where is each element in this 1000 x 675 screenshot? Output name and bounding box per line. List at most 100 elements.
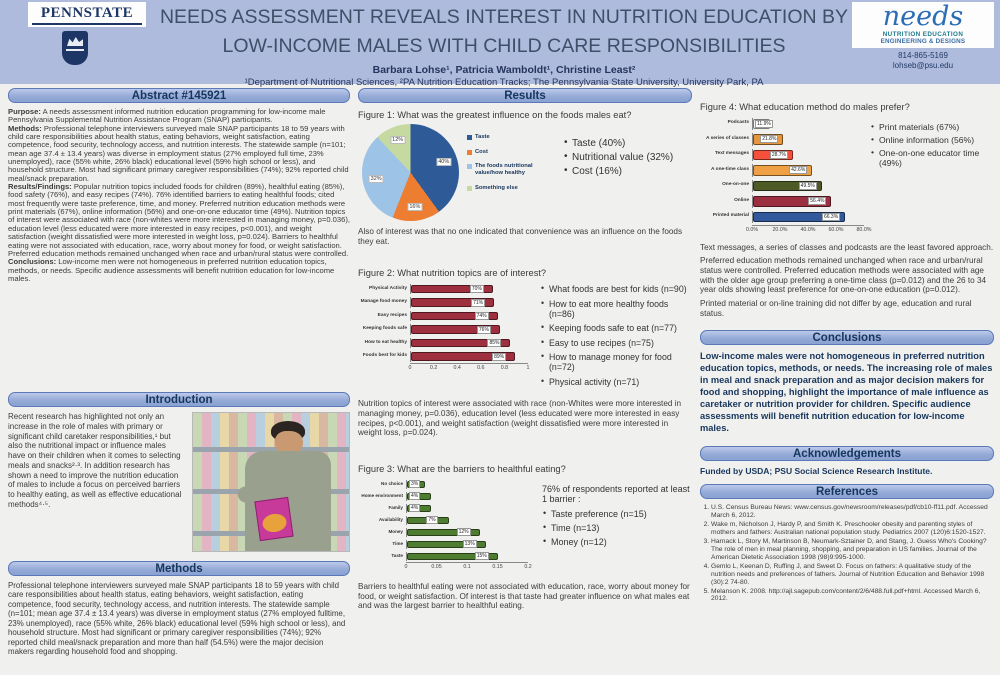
bar: 3% bbox=[407, 480, 426, 489]
figure1-row: 40% 16% 32% 12% Taste Cost The foods nutrition… bbox=[358, 124, 692, 221]
bar-value-label: 13% bbox=[462, 540, 477, 549]
bar: 4% bbox=[407, 504, 432, 513]
figure3-note: Barriers to healthful eating were not as… bbox=[358, 582, 690, 611]
figure4-bar-chart: Podcasts 11.9% A series of classes 21.8% Tex… bbox=[700, 116, 872, 235]
figure3-bar-chart: No choice 3% Home environment 4% Family 4% Ava… bbox=[358, 478, 532, 572]
introduction-text: Recent research has highlighted not only… bbox=[8, 412, 182, 509]
bar: 21.8% bbox=[753, 134, 784, 145]
bar-category-label: Time bbox=[392, 540, 403, 546]
cereal-box bbox=[254, 496, 294, 542]
legend-swatch bbox=[467, 164, 472, 170]
bar-value-label: 11.9% bbox=[755, 119, 773, 128]
figure2-row: Physical Activity 70% Manage food money 71%… bbox=[358, 282, 692, 391]
bar-value-label: 71% bbox=[471, 298, 486, 307]
bar-category-label: How to eat healthy bbox=[364, 339, 407, 345]
methods-heading: Methods bbox=[8, 561, 350, 576]
figure3-bullets: Taste preference (n=15) Time (n=13) Mone… bbox=[542, 508, 692, 547]
contact-phone: 814-865-5169 bbox=[898, 51, 948, 61]
figure4-caption: Figure 4: What education method do males… bbox=[700, 102, 910, 112]
reference-item: Gemlo L, Keenan D, Ruffing J, and Sweet … bbox=[711, 563, 994, 587]
bar: 71% bbox=[411, 298, 495, 307]
bar: 42.6% bbox=[753, 165, 813, 176]
abstract-text: Purpose: A needs assessment informed nut… bbox=[8, 107, 350, 283]
bar-value-label: 74% bbox=[474, 312, 489, 321]
bar-value-label: 89% bbox=[492, 352, 507, 361]
legend-swatch bbox=[467, 135, 472, 140]
needs-brand: needs NUTRITION EDUCATION ENGINEERING & … bbox=[852, 2, 994, 70]
figure1-bullets: Taste (40%) Nutritional value (32%) Cost… bbox=[563, 137, 692, 221]
bar: 28.7% bbox=[753, 149, 793, 160]
bar-value-label: 15% bbox=[474, 552, 489, 561]
bar-category-label: Foods best for kids bbox=[362, 353, 407, 359]
methods-text: Professional telephone interviewers surv… bbox=[8, 581, 346, 657]
bar-value-label: 4% bbox=[409, 504, 421, 513]
reference-item: U.S. Census Bureau News: www.census.gov/… bbox=[711, 504, 994, 520]
figure2-note: Nutrition topics of interest were associ… bbox=[358, 399, 682, 438]
bar-category-label: Availability bbox=[378, 516, 403, 522]
grocery-shopping-photo bbox=[192, 412, 350, 552]
bar-category-label: Taste bbox=[391, 552, 403, 558]
bar: 76% bbox=[411, 325, 500, 334]
bar-category-label: Home environment bbox=[361, 492, 403, 498]
needs-logo: needs bbox=[882, 1, 964, 32]
affiliations-line: ¹Department of Nutritional Sciences, ²PA… bbox=[244, 76, 764, 88]
conclusions-heading: Conclusions bbox=[700, 330, 994, 346]
bar-value-label: 42.6% bbox=[789, 166, 808, 175]
pie-legend: Taste Cost The foods nutritional value/how… bbox=[467, 124, 559, 221]
bar-category-label: A series of classes bbox=[705, 135, 749, 141]
bar-value-label: 76% bbox=[476, 325, 491, 334]
bar: 85% bbox=[411, 338, 511, 348]
bar-category-label: Podcasts bbox=[727, 120, 749, 126]
pennstate-logo-text: PENNSTATE bbox=[32, 5, 142, 25]
bar-value-label: 49.5% bbox=[798, 181, 817, 190]
bar: 89% bbox=[411, 352, 516, 361]
authors-line: Barbara Lohse¹, Patricia Wamboldt¹, Chri… bbox=[372, 63, 636, 76]
title-block: NEEDS ASSESSMENT REVEALS INTEREST IN NUT… bbox=[156, 2, 852, 88]
pie-slice-label: 32% bbox=[368, 175, 384, 184]
x-axis: 0 0.05 0.1 0.15 0.2 bbox=[404, 562, 532, 571]
bar-category-label: No choice bbox=[381, 480, 403, 486]
bar-category-label: Text messages bbox=[714, 151, 749, 157]
bar: 56.4% bbox=[753, 196, 832, 207]
pennstate-shield-icon bbox=[62, 31, 88, 65]
bar-value-label: 3% bbox=[409, 480, 421, 489]
bar: 4% bbox=[407, 492, 432, 501]
right-column: Figure 4: What education method do males… bbox=[700, 88, 994, 604]
bar-value-label: 12% bbox=[456, 528, 471, 537]
needs-tagline-1: NUTRITION EDUCATION bbox=[882, 31, 964, 39]
figure4-bullets: Print materials (67%) Online information… bbox=[870, 121, 994, 235]
figure3-caption: Figure 3: What are the barriers to healt… bbox=[358, 464, 566, 475]
figure1-note: Also of interest was that no one indicat… bbox=[358, 227, 683, 246]
bar: 66.3% bbox=[753, 211, 845, 222]
legend-swatch bbox=[467, 149, 472, 155]
bar: 13% bbox=[407, 540, 486, 549]
introduction-section: Recent research has highlighted not only… bbox=[8, 412, 350, 554]
middle-column: Results Figure 1: What was the greatest … bbox=[358, 88, 692, 611]
figure2-bullets: What foods are best for kids (n=90) How … bbox=[540, 283, 692, 391]
pennstate-logo: PENNSTATE bbox=[6, 2, 156, 82]
reference-item: Melanson K. 2008. http://ajl.sagepub.com… bbox=[711, 588, 994, 604]
bar-value-label: 85% bbox=[487, 339, 502, 348]
acknowledgements-text: Funded by USDA; PSU Social Science Resea… bbox=[700, 466, 933, 477]
reference-item: Wake m, Nicholson J, Hardy P, and Smith … bbox=[711, 521, 994, 537]
figure4-note-2: Preferred education methods remained unc… bbox=[700, 256, 987, 295]
needs-tagline-2: ENGINEERING & DESIGNS bbox=[880, 38, 966, 46]
results-heading: Results bbox=[358, 88, 692, 103]
bar-category-label: Easy recipes bbox=[377, 312, 407, 318]
figure1-caption: Figure 1: What was the greatest influenc… bbox=[358, 110, 632, 120]
bar-category-label: Physical Activity bbox=[369, 285, 407, 291]
contact-email[interactable]: lohseb@psu.edu bbox=[892, 61, 954, 71]
figure4-note-1: Text messages, a series of classes and p… bbox=[700, 242, 994, 252]
pie-slice-label: 12% bbox=[390, 136, 406, 145]
bar-category-label: One-on-one bbox=[722, 182, 749, 188]
figure2-caption: Figure 2: What nutrition topics are of i… bbox=[358, 268, 547, 279]
bar-category-label: Online bbox=[734, 197, 749, 203]
pie-slice-label: 40% bbox=[436, 157, 452, 166]
bar-category-label: Manage food money bbox=[360, 299, 407, 305]
bar-value-label: 70% bbox=[469, 285, 484, 294]
legend-swatch bbox=[467, 185, 472, 191]
figure3-row: No choice 3% Home environment 4% Family 4% Ava… bbox=[358, 478, 692, 572]
conclusions-text: Low-income males were not homogeneous in… bbox=[700, 351, 993, 433]
introduction-heading: Introduction bbox=[8, 392, 350, 407]
bar: 15% bbox=[407, 552, 498, 561]
